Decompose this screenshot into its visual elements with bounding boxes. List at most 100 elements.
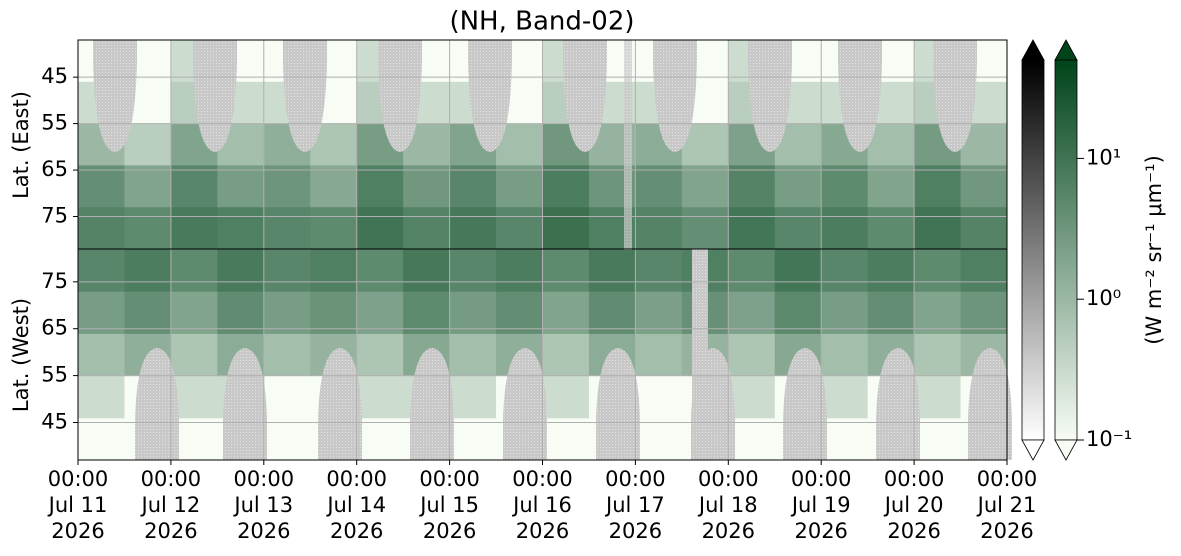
- x-tick-label: 00:00: [791, 467, 852, 491]
- heatmap-cell: [496, 249, 543, 292]
- heatmap-cell: [124, 123, 172, 166]
- heatmap-cell: [542, 207, 590, 250]
- heatmap-cell: [403, 207, 451, 250]
- y-axis-label: Lat. (West): [9, 298, 33, 412]
- heatmap-cell: [635, 291, 683, 334]
- heatmap-cell: [542, 417, 590, 461]
- heatmap-cell: [78, 249, 125, 292]
- heatmap-cell: [310, 291, 358, 334]
- heatmap-cell: [728, 291, 776, 334]
- colorbar-extend: [1054, 439, 1078, 461]
- heatmap-cell: [542, 333, 590, 377]
- heatmap-cell: [681, 207, 729, 250]
- heatmap-cell: [356, 375, 404, 419]
- colorbar-extend: [1054, 39, 1078, 61]
- heatmap-cell: [449, 417, 497, 461]
- heatmap-cell: [960, 291, 1008, 334]
- heatmap-cell: [960, 249, 1008, 292]
- heatmap-cell: [170, 207, 218, 250]
- heatmap-cell: [728, 333, 776, 377]
- heatmap-cell: [867, 249, 915, 292]
- colorbar-tick-label: 10⁻¹: [1086, 427, 1132, 451]
- x-tick-label: Jul 18: [697, 493, 758, 517]
- y-tick-label: 75: [41, 269, 68, 293]
- y-tick-label: 45: [41, 409, 68, 433]
- heatmap-cell: [356, 417, 404, 461]
- heatmap-cell: [774, 249, 822, 292]
- heatmap-cell: [821, 417, 869, 461]
- heatmap-cell: [263, 375, 311, 419]
- heatmap-cell: [821, 165, 869, 208]
- heatmap-cell: [124, 249, 172, 292]
- heatmap-cell: [263, 417, 311, 461]
- heatmap-cell: [310, 165, 358, 208]
- heatmap-cell: [728, 249, 776, 292]
- heatmap-cell: [449, 291, 497, 334]
- heatmap-cell: [449, 207, 497, 250]
- heatmap-cell: [496, 165, 543, 208]
- heatmap-cell: [263, 333, 311, 377]
- x-tick-label: Jul 13: [232, 493, 293, 517]
- heatmap-cell: [217, 207, 265, 250]
- heatmap-cell: [170, 165, 218, 208]
- heatmap-cell: [217, 249, 265, 292]
- x-tick-label: Jul 14: [325, 493, 386, 517]
- heatmap-cell: [960, 207, 1008, 250]
- colorbar-tick-label: 10⁰: [1086, 286, 1121, 310]
- x-tick-label: 2026: [702, 519, 755, 543]
- heatmap-cell: [635, 207, 683, 250]
- heatmap-cell: [542, 375, 590, 419]
- x-tick-label: Jul 19: [790, 493, 851, 517]
- heatmap-cell: [867, 207, 915, 250]
- x-tick-label: 2026: [237, 519, 290, 543]
- x-tick-label: 00:00: [698, 467, 759, 491]
- heatmap-cell: [356, 249, 404, 292]
- x-tick-label: Jul 21: [976, 493, 1037, 517]
- x-tick-label: 2026: [516, 519, 569, 543]
- x-tick-label: 2026: [330, 519, 383, 543]
- heatmap-cell: [821, 291, 869, 334]
- y-tick-label: 65: [41, 316, 68, 340]
- heatmap-cell: [635, 417, 683, 461]
- x-tick-label: 2026: [423, 519, 476, 543]
- heatmap-cell: [403, 291, 451, 334]
- heatmap-cell: [914, 291, 962, 334]
- heatmap-cell: [681, 165, 729, 208]
- heatmap-cell: [263, 249, 311, 292]
- heatmap-cell: [867, 123, 915, 166]
- x-tick-label: Jul 20: [883, 493, 944, 517]
- heatmap-cell: [310, 207, 358, 250]
- heatmap-cell: [310, 249, 358, 292]
- heatmap-cell: [356, 207, 404, 250]
- heatmap-cell: [356, 165, 404, 208]
- heatmap-cell: [821, 207, 869, 250]
- heatmap-cell: [542, 249, 590, 292]
- heatmap-cell: [867, 291, 915, 334]
- heatmap-cell: [356, 333, 404, 377]
- x-tick-label: Jul 11: [47, 493, 108, 517]
- heatmap-cell: [774, 165, 822, 208]
- heatmap-cell: [78, 165, 125, 208]
- heatmap-cell: [635, 333, 683, 377]
- x-tick-label: 00:00: [605, 467, 666, 491]
- y-tick-label: 65: [41, 157, 68, 181]
- x-tick-label: 2026: [887, 519, 940, 543]
- heatmap-cell: [78, 375, 125, 419]
- heatmap-cell: [914, 165, 962, 208]
- heatmap-cell: [914, 333, 962, 377]
- y-tick-label: 55: [41, 363, 68, 387]
- heatmap-cell: [170, 249, 218, 292]
- heatmap-cell: [588, 291, 636, 334]
- x-tick-label: 2026: [980, 519, 1033, 543]
- heatmap-cell: [449, 165, 497, 208]
- heatmap-cell: [496, 291, 543, 334]
- heatmap-cell: [78, 291, 125, 334]
- colorbar-label: (W m⁻² sr⁻¹ μm⁻¹): [1142, 155, 1166, 345]
- heatmap-cell: [588, 249, 636, 292]
- chart-title: (NH, Band-02): [449, 7, 634, 37]
- heatmap-cell: [914, 207, 962, 250]
- heatmap-cell: [124, 207, 172, 250]
- x-tick-label: 2026: [794, 519, 847, 543]
- heatmap-cell: [867, 165, 915, 208]
